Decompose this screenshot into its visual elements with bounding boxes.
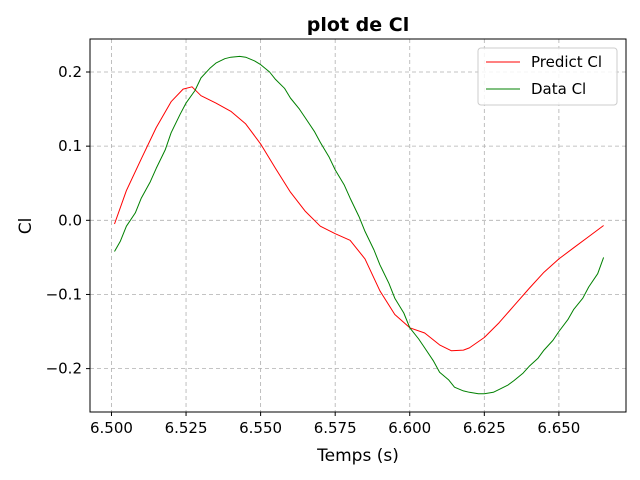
- y-tick-label: −0.2: [46, 360, 82, 378]
- y-ticks: −0.2 −0.1 0.0 0.1 0.2: [46, 63, 90, 378]
- x-tick-label: 6.625: [463, 419, 506, 437]
- x-ticks: 6.500 6.525 6.550 6.575 6.600 6.625 6.650: [90, 412, 580, 437]
- grid: [90, 39, 626, 412]
- legend: Predict Cl Data Cl: [477, 47, 618, 106]
- legend-label-data: Data Cl: [531, 80, 586, 98]
- y-tick-label: −0.1: [46, 285, 82, 303]
- x-tick-label: 6.525: [165, 419, 208, 437]
- x-axis-label: Temps (s): [316, 446, 399, 466]
- series-line-predict: [114, 86, 604, 352]
- x-tick-label: 6.500: [90, 419, 133, 437]
- chart-title: plot de Cl: [307, 14, 409, 36]
- series-line-data: [114, 55, 605, 395]
- series-lines: [114, 55, 605, 395]
- y-axis-label: Cl: [16, 218, 36, 235]
- y-tick-label: 0.0: [58, 211, 82, 229]
- x-tick-label: 6.550: [239, 419, 282, 437]
- x-tick-label: 6.600: [388, 419, 431, 437]
- y-tick-label: 0.1: [58, 137, 82, 155]
- y-tick-label: 0.2: [58, 63, 82, 81]
- legend-label-predict: Predict Cl: [531, 53, 602, 71]
- plot-frame: [89, 38, 627, 413]
- x-tick-label: 6.650: [537, 419, 580, 437]
- x-tick-label: 6.575: [314, 419, 357, 437]
